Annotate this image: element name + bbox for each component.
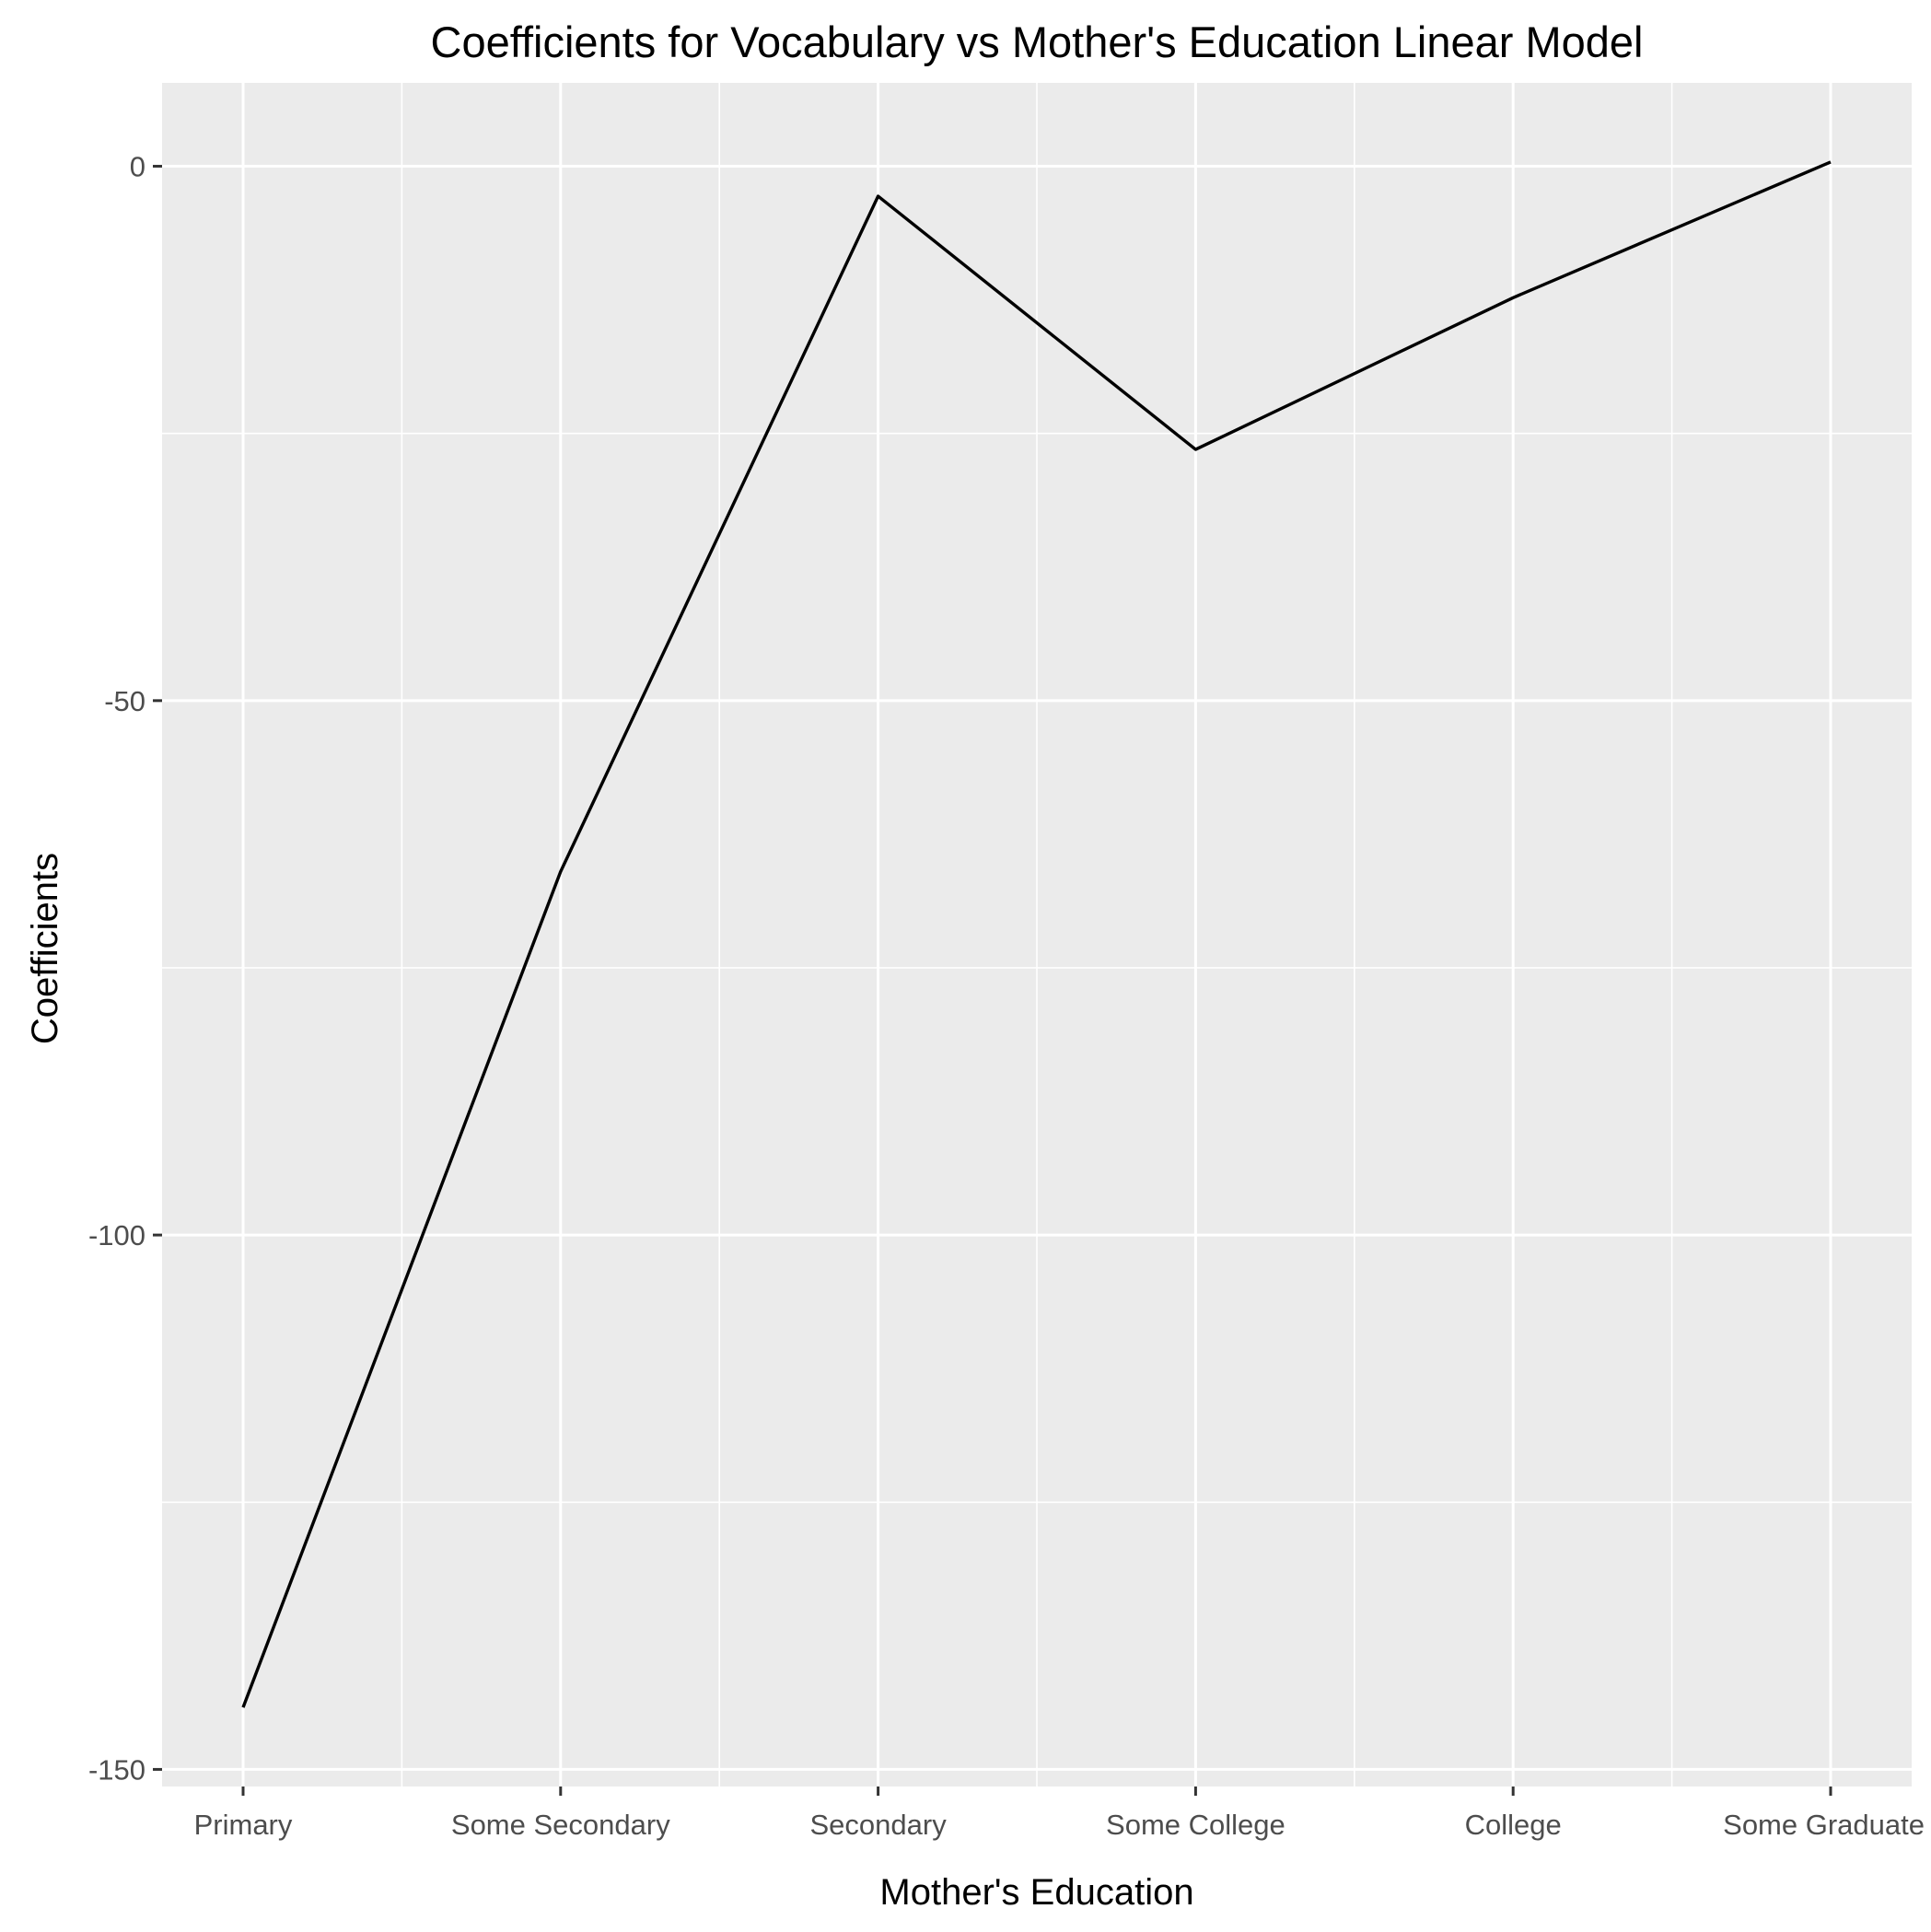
- x-axis: Primary Some Secondary Secondary Some Colle…: [194, 1787, 1925, 1841]
- series-layer: [241, 160, 1832, 1708]
- series-line: [241, 160, 1832, 1708]
- y-tick-label: -100: [88, 1219, 145, 1251]
- x-tick-label: Primary: [194, 1809, 293, 1841]
- y-axis: 0 -50 -100 -150: [88, 151, 162, 1786]
- x-tick-label: Some Secondary: [451, 1809, 670, 1841]
- x-tick-label: Some Graduate: [1723, 1809, 1925, 1841]
- y-tick-label: -50: [104, 685, 145, 717]
- gridlines: [162, 83, 1912, 1787]
- y-axis-title: Coefficients: [25, 853, 65, 1044]
- chart-title: Coefficients for Vocabulary vs Mother's …: [431, 17, 1644, 66]
- y-tick-label: -150: [88, 1753, 145, 1786]
- x-axis-title: Mother's Education: [879, 1872, 1193, 1913]
- y-tick-label: 0: [130, 151, 145, 183]
- x-tick-label: College: [1465, 1809, 1562, 1841]
- x-tick-label: Some College: [1106, 1809, 1285, 1841]
- x-tick-label: Secondary: [809, 1809, 947, 1841]
